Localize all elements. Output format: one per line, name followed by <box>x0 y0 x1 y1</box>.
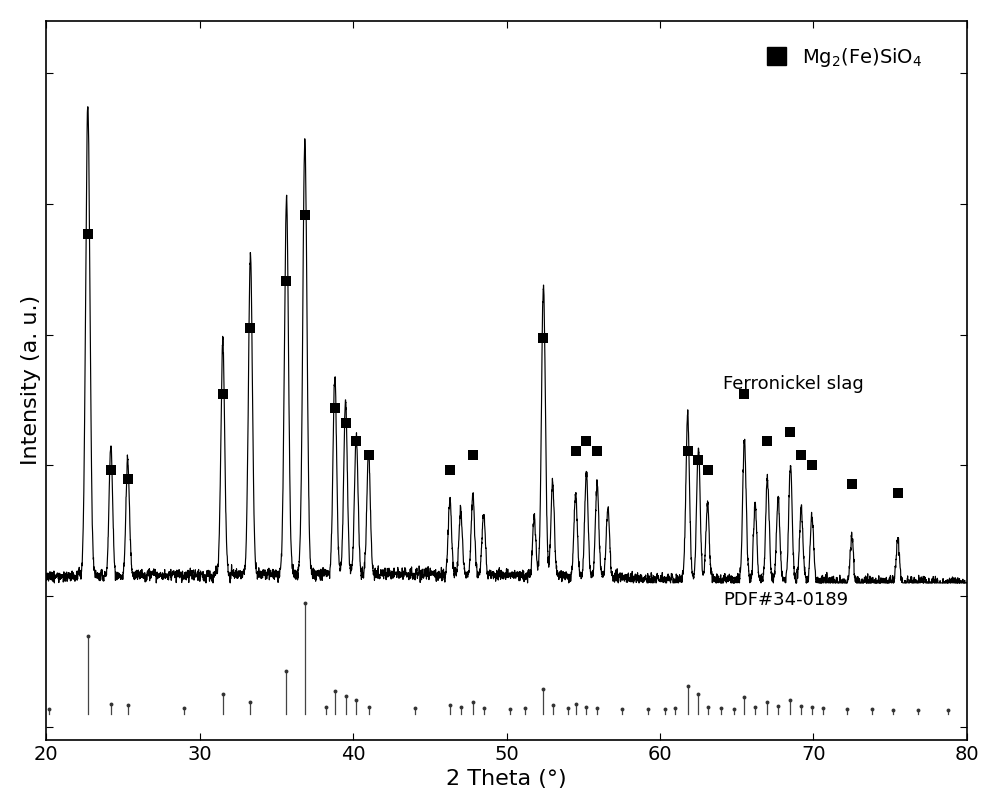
Legend: $\mathregular{Mg_2(Fe)SiO_4}$: $\mathregular{Mg_2(Fe)SiO_4}$ <box>759 38 930 76</box>
Text: Ferronickel slag: Ferronickel slag <box>723 375 864 393</box>
Y-axis label: Intensity (a. u.): Intensity (a. u.) <box>21 295 41 466</box>
X-axis label: 2 Theta (°): 2 Theta (°) <box>446 770 567 789</box>
Text: PDF#34-0189: PDF#34-0189 <box>723 590 848 608</box>
